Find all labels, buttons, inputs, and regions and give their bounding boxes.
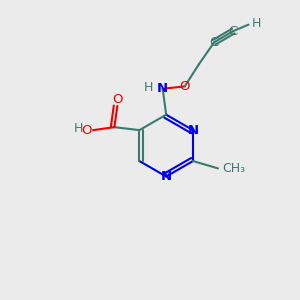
Text: H: H [74,122,83,135]
Text: O: O [81,124,92,136]
Text: O: O [112,93,123,106]
Text: N: N [188,124,199,136]
Text: H: H [144,81,153,94]
Text: C: C [229,25,238,38]
Text: O: O [179,80,190,93]
Text: C: C [210,36,219,49]
Text: H: H [252,17,262,31]
Text: N: N [160,170,172,183]
Text: CH₃: CH₃ [222,162,245,175]
Text: N: N [157,82,168,95]
